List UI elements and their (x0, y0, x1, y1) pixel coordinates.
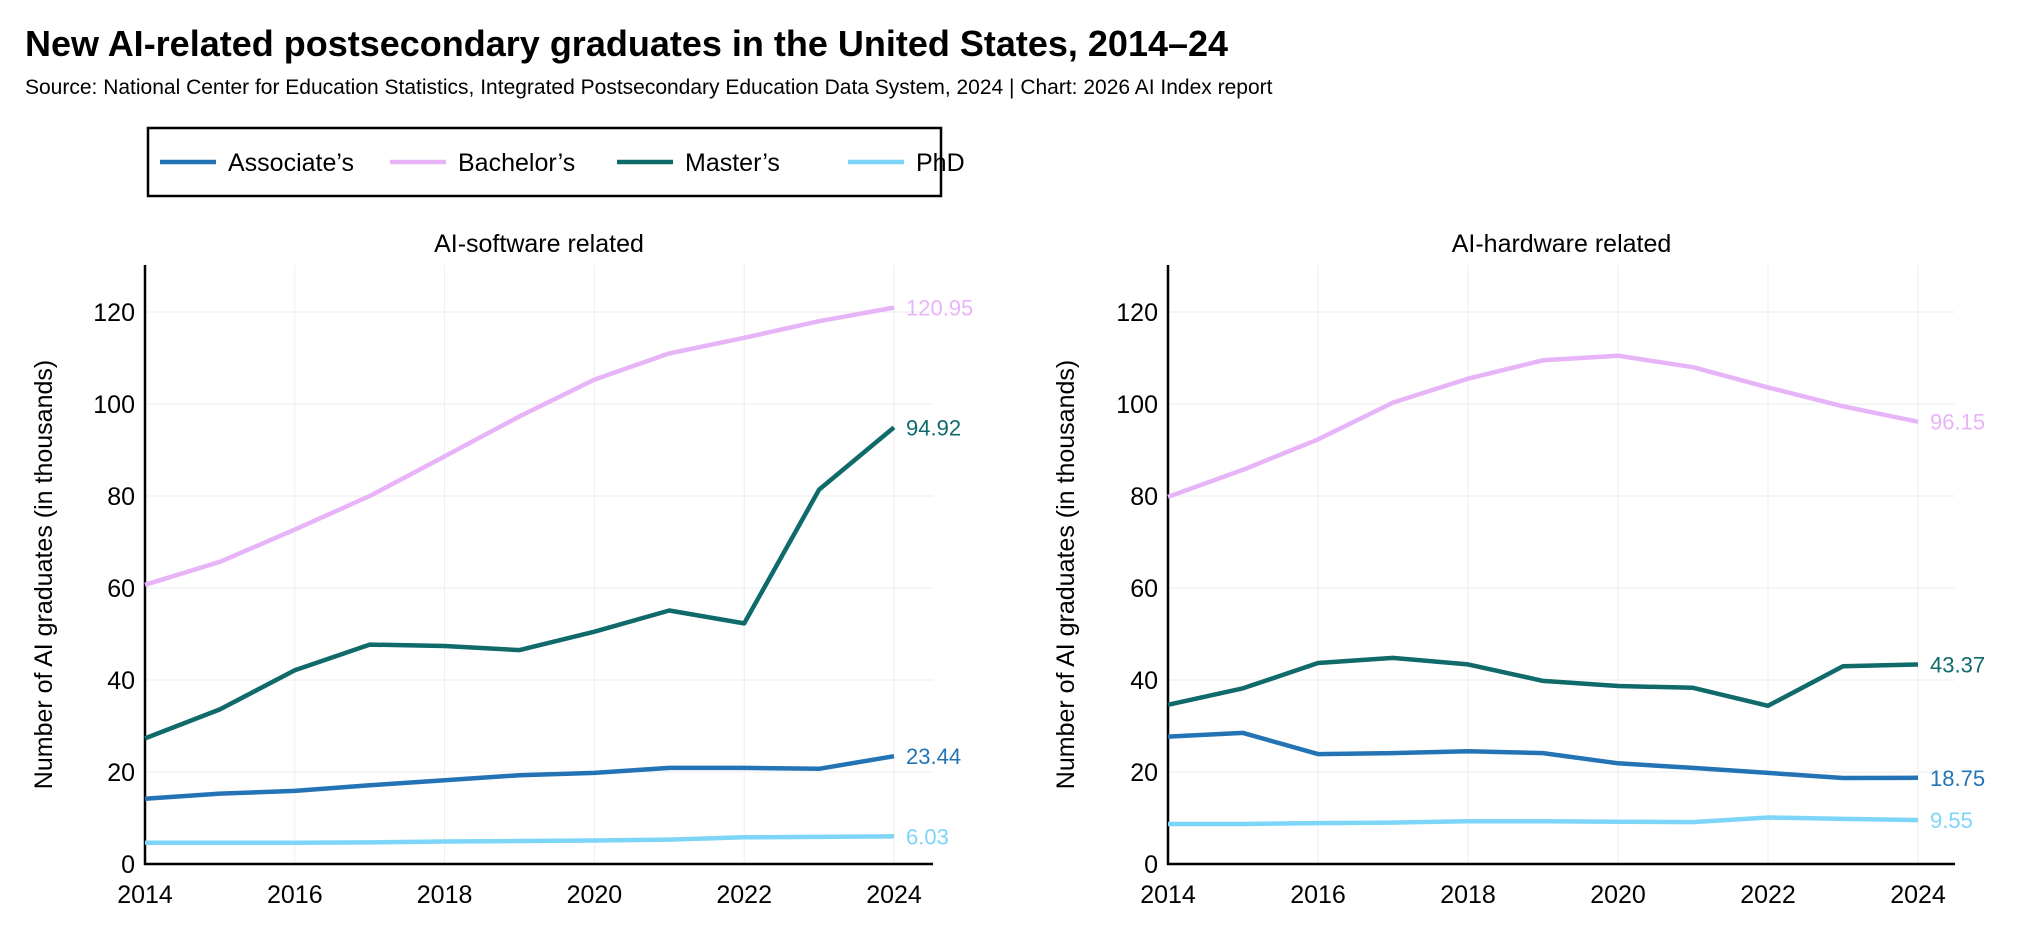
y-tick-label: 20 (107, 759, 135, 787)
end-value-label: 23.44 (906, 744, 961, 769)
x-tick-label: 2014 (1140, 881, 1196, 909)
x-tick-label: 2020 (1590, 881, 1646, 909)
y-axis-label: Number of AI graduates (in thousands) (30, 360, 58, 789)
x-tick-label: 2022 (1740, 881, 1796, 909)
series-line-phd (1168, 818, 1918, 825)
series-line-bachelors (145, 308, 894, 585)
y-tick-label: 40 (1130, 667, 1158, 695)
panel-1: 0 20 40 60 80 100 120 2014 2016 2018 2020 2022 2024 A… (1052, 230, 1985, 909)
y-tick-label: 60 (1130, 575, 1158, 603)
y-axis-label: Number of AI graduates (in thousands) (1052, 360, 1080, 789)
legend-label: Associate’s (228, 149, 354, 177)
end-value-label: 120.95 (906, 296, 973, 321)
end-value-label: 43.37 (1930, 652, 1985, 677)
y-tick-label: 0 (121, 851, 135, 879)
legend-label: PhD (916, 149, 965, 177)
y-tick-label: 80 (107, 483, 135, 511)
end-value-label: 9.55 (1930, 808, 1973, 833)
panel-title: AI-software related (434, 230, 644, 258)
x-tick-label: 2016 (1290, 881, 1346, 909)
end-value-label: 6.03 (906, 824, 949, 849)
x-tick-label: 2016 (267, 881, 323, 909)
y-tick-label: 40 (107, 667, 135, 695)
legend-label: Bachelor’s (458, 149, 575, 177)
y-tick-label: 100 (1116, 391, 1158, 419)
chart-title: New AI-related postsecondary graduates i… (25, 23, 1228, 64)
end-value-label: 18.75 (1930, 766, 1985, 791)
series-line-associates (1168, 733, 1918, 778)
y-tick-label: 80 (1130, 483, 1158, 511)
panel-0: 0 20 40 60 80 100 120 2014 2016 2018 2020 2022 2024 A… (30, 230, 973, 909)
y-tick-label: 0 (1144, 851, 1158, 879)
x-tick-label: 2018 (1440, 881, 1496, 909)
x-tick-label: 2024 (866, 881, 922, 909)
end-value-label: 96.15 (1930, 410, 1985, 435)
series-line-masters (145, 427, 894, 738)
x-tick-label: 2018 (417, 881, 473, 909)
chart-subtitle: Source: National Center for Education St… (25, 76, 1273, 99)
series-line-associates (145, 756, 894, 799)
y-tick-label: 120 (1116, 299, 1158, 327)
panel-title: AI-hardware related (1452, 230, 1672, 258)
y-tick-label: 100 (93, 391, 135, 419)
y-tick-label: 20 (1130, 759, 1158, 787)
series-line-bachelors (1168, 356, 1918, 497)
series-line-masters (1168, 658, 1918, 706)
series-line-phd (145, 836, 894, 843)
y-tick-label: 60 (107, 575, 135, 603)
legend-label: Master’s (685, 149, 780, 177)
x-tick-label: 2020 (567, 881, 623, 909)
end-value-label: 94.92 (906, 415, 961, 440)
y-tick-label: 120 (93, 299, 135, 327)
x-tick-label: 2024 (1890, 881, 1946, 909)
x-tick-label: 2014 (117, 881, 173, 909)
legend: Associate’s Bachelor’s Master’s PhD (148, 128, 965, 196)
x-tick-label: 2022 (716, 881, 772, 909)
